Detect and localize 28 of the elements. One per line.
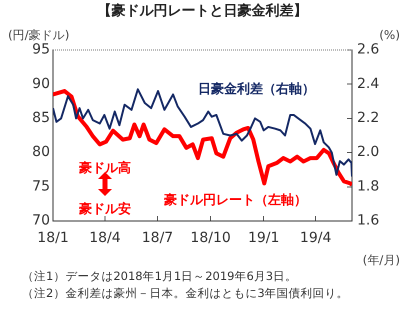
y-tick-label: 70 bbox=[32, 212, 50, 229]
chart-title: 【豪ドル円レートと日豪金利差】 bbox=[96, 2, 308, 20]
annotation: 豪ドル安 bbox=[78, 201, 131, 217]
annotation: 豪ドル高 bbox=[78, 160, 131, 176]
y-axis-title: (円/豪ドル) bbox=[8, 28, 70, 42]
y-tick-label: 85 bbox=[32, 110, 50, 126]
x-tick-label: 18/4 bbox=[89, 230, 121, 246]
text: （注1）データは2018年1月1日～2019年6月3日。 bbox=[22, 268, 298, 285]
y2-tick-label: 2.4 bbox=[357, 76, 380, 92]
y-tick-label: 75 bbox=[32, 178, 50, 194]
x-tick-label: 19/1 bbox=[248, 230, 280, 246]
y-tick-label: 95 bbox=[32, 42, 50, 58]
y2-tick-label: 2.6 bbox=[357, 42, 380, 58]
y2-tick-label: 1.6 bbox=[357, 212, 380, 229]
y2-tick-label: 2.0 bbox=[357, 144, 380, 160]
y-tick-label: 80 bbox=[32, 144, 50, 160]
x-tick-label: 18/10 bbox=[190, 230, 231, 246]
text: （注2）金利差は豪州－日本。金利はともに3年国債利回り。 bbox=[22, 285, 349, 302]
y2-tick-label: 1.8 bbox=[357, 178, 380, 194]
y2-axis-title: (%) bbox=[379, 28, 400, 42]
series-label: 日豪金利差（右軸） bbox=[198, 80, 315, 97]
x-axis-title: (年/月) bbox=[362, 253, 400, 267]
y-tick-label: 90 bbox=[32, 76, 50, 92]
x-tick-label: 18/7 bbox=[142, 230, 174, 246]
x-tick-label: 18/1 bbox=[37, 230, 69, 246]
text: 豪ドル円レート（左軸） bbox=[162, 192, 307, 208]
x-tick-label: 19/4 bbox=[300, 230, 332, 246]
y2-tick-label: 2.2 bbox=[357, 110, 380, 126]
